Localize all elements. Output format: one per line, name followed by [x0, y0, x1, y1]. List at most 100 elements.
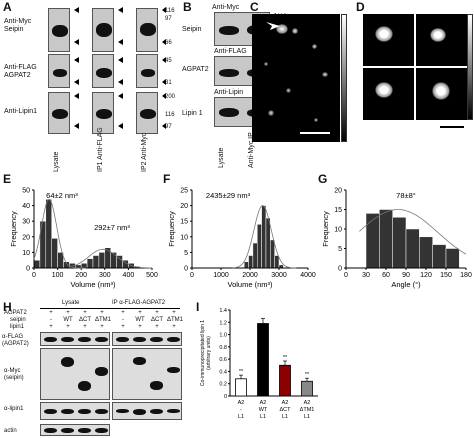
- h-lysate-seipin-sign: ΔCT: [78, 317, 91, 323]
- h-ip-agpat2-sign: +: [155, 310, 159, 316]
- h-group-lysate: Lysate: [62, 300, 80, 306]
- panel-c-label: C: [250, 0, 259, 14]
- hist-bar: [248, 255, 254, 269]
- hist-bar: [379, 209, 393, 269]
- h-ip-flag-blot: [112, 332, 182, 346]
- h-blot-label-flag: α-FLAG (AGPAT2): [2, 334, 29, 347]
- h-lysate-seipin-sign: -: [50, 317, 52, 323]
- hist-bar: [392, 217, 407, 269]
- a-marker-97: 97: [165, 16, 172, 22]
- category-label: A2: [304, 400, 311, 406]
- bar: [235, 378, 247, 397]
- a-marker-116: 116: [165, 8, 175, 14]
- b-header-anti-myc: Anti-Myc: [212, 4, 240, 11]
- x-axis-label: Angle (°): [391, 280, 421, 289]
- y-tick-label: 1.4: [219, 308, 227, 314]
- x-tick-label: 60: [382, 272, 390, 279]
- x-axis-label: Volume (nm³): [70, 280, 116, 289]
- h-lysate-actin-blot: [40, 424, 110, 436]
- category-label: L1: [260, 414, 266, 420]
- category-label: A2: [238, 400, 245, 406]
- h-blot-label-lipin1: α-lipin1: [4, 406, 24, 412]
- hist-bar: [80, 263, 88, 269]
- d-height-colorbar: [467, 14, 473, 120]
- a-marker-arrows: [74, 7, 166, 129]
- chart-i: 0 0.2 0.4 0.6 0.8 1.0 1.2 1.4 Co-immunoprecipita…: [200, 308, 318, 420]
- a-marker-116b: 116: [165, 112, 175, 118]
- a-row-label-agpat2: Anti-FLAG AGPAT2: [4, 64, 37, 79]
- hist-bar: [243, 261, 249, 269]
- x-tick-label: 150: [440, 272, 452, 279]
- hist-bar: [51, 238, 58, 269]
- x-tick-label: 0: [32, 272, 36, 279]
- category-label: ΔCT: [279, 407, 291, 413]
- y-tick-label: 5: [184, 250, 188, 257]
- y-tick-label: 10: [334, 227, 342, 234]
- y-tick-label: 0: [224, 394, 227, 400]
- h-lysate-lipin1-blot: [40, 402, 110, 420]
- panel-a-label: A: [3, 0, 12, 14]
- category-label: L1: [238, 414, 244, 420]
- y-tick-label: 10: [180, 234, 188, 241]
- panel-d-label: D: [356, 0, 365, 14]
- category-label: A2: [260, 400, 267, 406]
- a-marker-97b: 97: [165, 124, 172, 130]
- y-axis-label: Frequency: [321, 211, 330, 247]
- y-tick-label: 0.6: [219, 357, 227, 363]
- chart-f: 0 1000 2000 3000 4000 0 5 10 15 20 25 Volume (nm³) F…: [167, 188, 316, 290]
- hist-bar: [86, 258, 94, 269]
- b-row-lipin1: Lipin 1: [182, 110, 203, 117]
- y-tick-label: 0.8: [219, 345, 227, 351]
- h-lysate-agpat2-sign: +: [49, 310, 53, 316]
- hist-bar: [445, 248, 460, 269]
- significance-mark: **: [305, 372, 310, 378]
- b-lane-lysate: Lysate: [218, 147, 225, 168]
- bar: [301, 380, 313, 397]
- y-tick-label: 0: [26, 266, 30, 273]
- b-row-seipin: Seipin: [182, 26, 202, 33]
- y-tick-label: 10: [22, 250, 30, 257]
- category-label: ΔTM1: [300, 407, 315, 413]
- a-blot-lysate-agpat2: [48, 54, 70, 88]
- y-tick-label: 0: [184, 266, 188, 273]
- chart-g: 0 30 60 90 120 150 180 0 5 10 15 20 Angle (°) Frequen…: [321, 188, 472, 290]
- a-blot-lysate-seipin: [48, 8, 70, 52]
- y-axis-label: Co-immunoprecipitated lipin 1: [200, 320, 206, 386]
- bar: [257, 323, 269, 397]
- category-label: A2: [282, 400, 289, 406]
- h-blot-label-myc: α-Myc (seipin): [4, 368, 24, 381]
- a-row-label-seipin: Anti-Myc Seipin: [4, 18, 32, 33]
- fit-curve: [232, 205, 297, 269]
- hist-bar: [365, 213, 380, 269]
- h-blot-label-actin: actin: [4, 428, 17, 434]
- a-marker-200: 200: [165, 94, 176, 100]
- x-tick-label: 180: [460, 272, 472, 279]
- a-marker-45: 45: [165, 58, 172, 64]
- d-afm-tile-3: [363, 68, 414, 120]
- panel-i-label: I: [196, 300, 200, 314]
- panel-h-label: H: [3, 300, 12, 314]
- panel-b-label: B: [183, 0, 192, 14]
- a-blot-ip2-agpat2: [136, 54, 158, 88]
- y-tick-label: 25: [180, 188, 188, 195]
- bar: [279, 364, 291, 397]
- a-blot-ip1-lipin: [92, 92, 114, 134]
- a-row-label-lipin1: Anti-Lipin1: [4, 108, 38, 115]
- y-tick-label: 40: [22, 203, 30, 210]
- h-ip-lipin1-blot: [112, 402, 182, 420]
- b-subheader-anti-lipin: Anti-Lipin: [214, 89, 244, 96]
- d-scale-bar: [440, 126, 464, 128]
- hist-bar: [265, 217, 271, 269]
- a-lane-lysate: Lysate: [53, 151, 60, 172]
- y-tick-label: 0: [338, 266, 342, 273]
- h-lysate-agpat2-sign: +: [83, 310, 87, 316]
- c-arrowhead-icon: [266, 22, 280, 30]
- y-axis-label: (arbitrary units): [206, 336, 212, 370]
- y-axis-label: Frequency: [9, 211, 18, 247]
- x-tick-label: 4000: [300, 272, 316, 279]
- y-tick-label: 1.0: [219, 333, 227, 339]
- hist-bar: [257, 224, 262, 269]
- y-tick-label: 30: [22, 219, 30, 226]
- x-tick-label: 2000: [242, 272, 258, 279]
- y-tick-label: 0.2: [219, 382, 227, 388]
